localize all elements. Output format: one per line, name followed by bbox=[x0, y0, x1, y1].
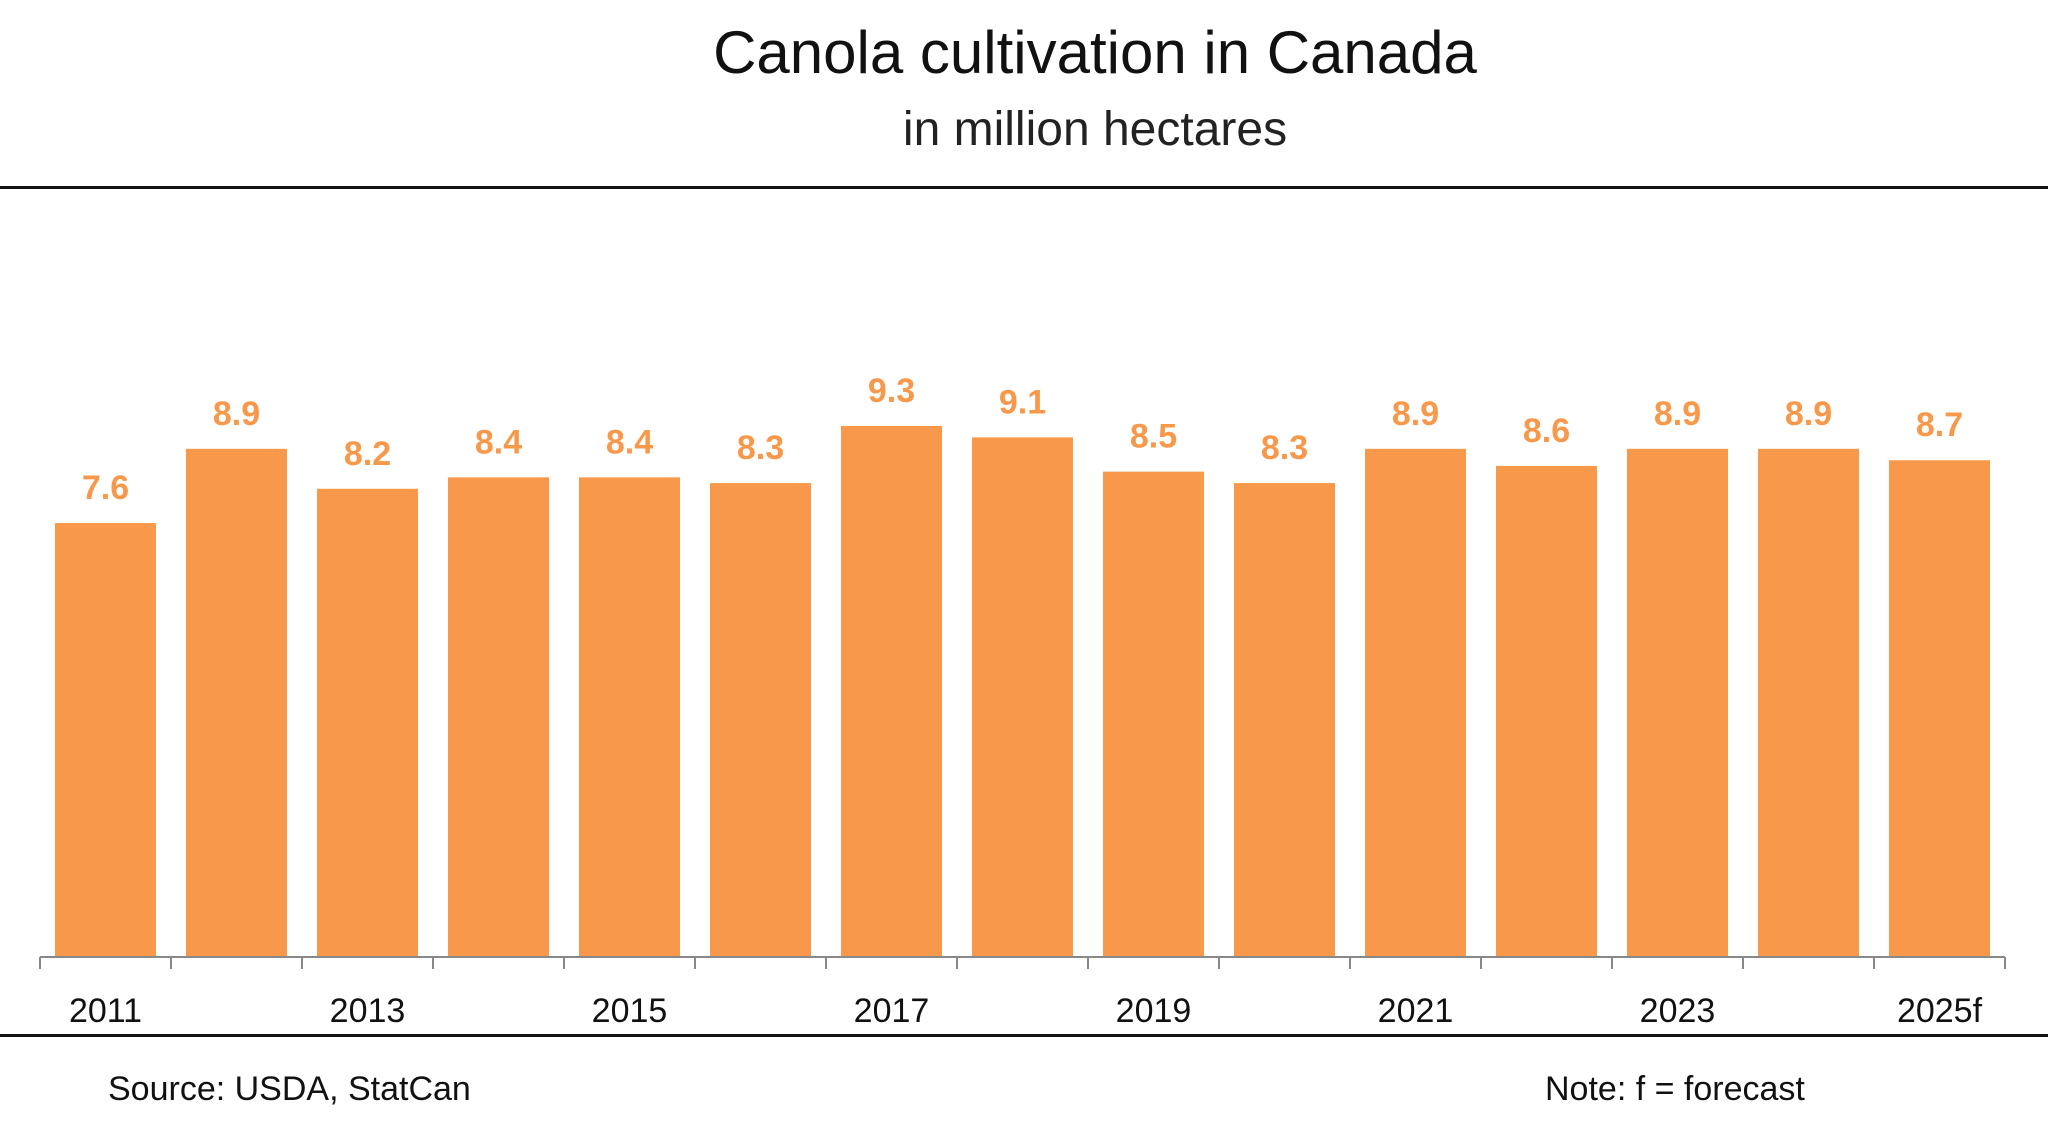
bar-2011 bbox=[55, 523, 156, 957]
chart-title: Canola cultivation in Canada bbox=[713, 19, 1477, 86]
chart-subtitle: in million hectares bbox=[902, 103, 1288, 156]
value-label-2016: 8.3 bbox=[737, 429, 784, 467]
bar-2020 bbox=[1234, 483, 1335, 957]
value-label-2023: 8.9 bbox=[1654, 395, 1701, 433]
value-label-2018: 9.1 bbox=[999, 383, 1046, 421]
value-label-2024: 8.9 bbox=[1785, 395, 1832, 433]
forecast-note: Note: f = forecast bbox=[1545, 1070, 1805, 1108]
x-tick-label-2021: 2021 bbox=[1378, 992, 1454, 1030]
bar-2017 bbox=[841, 425, 942, 958]
value-label-2012: 8.9 bbox=[213, 395, 260, 433]
value-label-2015: 8.4 bbox=[606, 423, 653, 461]
bar-2014 bbox=[448, 477, 549, 957]
x-tick-label-2015: 2015 bbox=[592, 992, 668, 1030]
bar-2015 bbox=[579, 477, 680, 957]
bar-2024 bbox=[1758, 448, 1859, 957]
bar-2021 bbox=[1365, 448, 1466, 957]
x-tick-label-2023: 2023 bbox=[1640, 992, 1716, 1030]
bar-2022 bbox=[1496, 465, 1597, 957]
x-tick-label-2013: 2013 bbox=[330, 992, 406, 1030]
value-label-2014: 8.4 bbox=[475, 423, 522, 461]
bar-2025f bbox=[1889, 460, 1990, 957]
value-label-2022: 8.6 bbox=[1523, 412, 1570, 450]
value-label-2011: 7.6 bbox=[82, 469, 129, 507]
bottom-divider bbox=[0, 1034, 2048, 1037]
value-label-2021: 8.9 bbox=[1392, 395, 1439, 433]
x-tick-label-2025f: 2025f bbox=[1897, 992, 1983, 1030]
bar-2019 bbox=[1103, 471, 1204, 957]
x-tick-label-2019: 2019 bbox=[1116, 992, 1192, 1030]
bar-2016 bbox=[710, 483, 811, 957]
x-tick-label-2011: 2011 bbox=[69, 992, 142, 1030]
value-label-2017: 9.3 bbox=[868, 372, 915, 410]
value-label-2013: 8.2 bbox=[344, 435, 391, 473]
bar-2013 bbox=[317, 488, 418, 957]
bar-2012 bbox=[186, 448, 287, 957]
value-label-2019: 8.5 bbox=[1130, 418, 1177, 456]
top-divider bbox=[0, 186, 2048, 189]
x-tick-label-2017: 2017 bbox=[854, 992, 930, 1030]
source-note: Source: USDA, StatCan bbox=[108, 1070, 471, 1108]
value-label-2025f: 8.7 bbox=[1916, 406, 1963, 444]
bar-2018 bbox=[972, 437, 1073, 957]
bar-2023 bbox=[1627, 448, 1728, 957]
value-label-2020: 8.3 bbox=[1261, 429, 1308, 467]
